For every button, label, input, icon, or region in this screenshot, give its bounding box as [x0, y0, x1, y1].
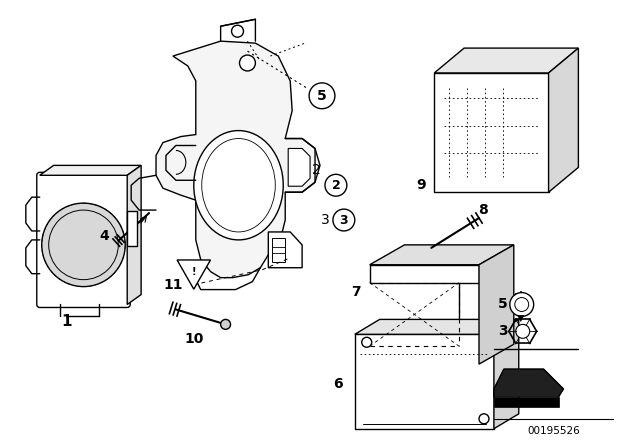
Polygon shape [288, 148, 310, 186]
Polygon shape [127, 211, 137, 246]
Polygon shape [479, 245, 514, 364]
Circle shape [239, 55, 255, 71]
Polygon shape [355, 334, 494, 429]
Text: 00195526: 00195526 [527, 426, 580, 436]
Polygon shape [355, 319, 519, 334]
Circle shape [221, 319, 230, 329]
Circle shape [309, 83, 335, 109]
Text: 3: 3 [321, 213, 330, 227]
Polygon shape [548, 48, 579, 192]
Polygon shape [40, 165, 141, 175]
Text: 3: 3 [498, 324, 508, 338]
Text: 2: 2 [312, 164, 321, 177]
Circle shape [479, 414, 489, 424]
Polygon shape [370, 346, 479, 364]
Ellipse shape [194, 130, 284, 240]
Text: 4: 4 [99, 229, 109, 243]
Text: 11: 11 [163, 278, 182, 292]
Text: 7: 7 [351, 284, 360, 298]
Polygon shape [435, 48, 579, 73]
Text: 5: 5 [498, 297, 508, 311]
Circle shape [333, 209, 355, 231]
Text: 6: 6 [333, 377, 342, 391]
Polygon shape [459, 265, 479, 364]
Polygon shape [494, 319, 519, 429]
Text: !: ! [191, 267, 196, 277]
Polygon shape [370, 245, 514, 265]
Polygon shape [494, 397, 559, 407]
Text: 10: 10 [184, 332, 204, 346]
Text: 8: 8 [478, 203, 488, 217]
Text: 3: 3 [340, 214, 348, 227]
Text: 1: 1 [61, 314, 72, 329]
Circle shape [510, 293, 534, 316]
Polygon shape [370, 265, 479, 283]
FancyBboxPatch shape [36, 172, 130, 307]
Circle shape [325, 174, 347, 196]
Polygon shape [494, 369, 563, 397]
Text: 5: 5 [317, 89, 327, 103]
Polygon shape [268, 232, 302, 268]
Circle shape [42, 203, 125, 287]
Polygon shape [127, 165, 141, 305]
Polygon shape [156, 41, 320, 278]
Polygon shape [518, 315, 524, 321]
Circle shape [516, 324, 530, 338]
Polygon shape [435, 73, 548, 192]
Text: 9: 9 [417, 178, 426, 192]
Polygon shape [177, 260, 211, 289]
Text: 2: 2 [332, 179, 340, 192]
Circle shape [232, 25, 243, 37]
Circle shape [362, 337, 372, 347]
